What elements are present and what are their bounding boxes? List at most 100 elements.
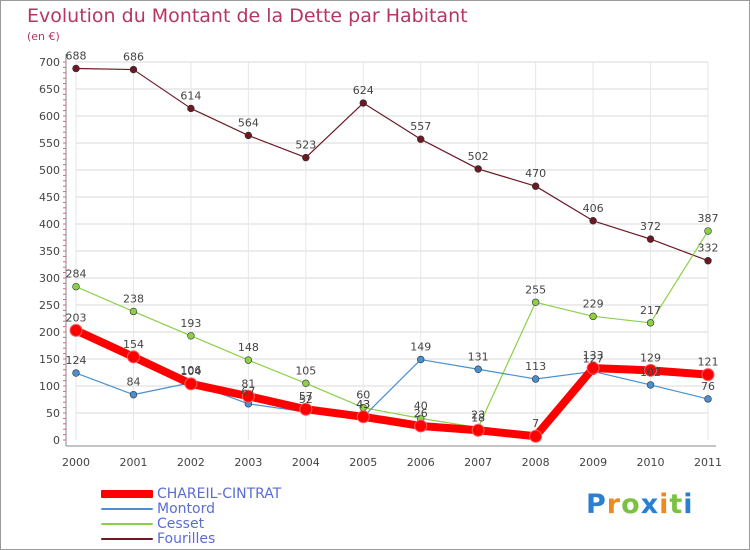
data-label: 129 xyxy=(640,351,661,364)
data-point xyxy=(704,227,712,235)
data-label: 686 xyxy=(123,51,144,64)
data-point xyxy=(531,298,540,306)
data-point xyxy=(646,319,655,327)
logo-letter: P xyxy=(586,489,607,520)
proxiti-logo: Proxiti xyxy=(586,489,694,520)
data-point xyxy=(644,363,658,377)
x-tick-label: 2008 xyxy=(522,456,550,469)
legend-label: Cesset xyxy=(157,516,205,532)
x-tick-label: 2011 xyxy=(694,456,722,469)
data-point xyxy=(417,135,425,143)
data-point xyxy=(244,131,253,140)
data-point xyxy=(474,165,482,173)
y-tick-label: 0 xyxy=(53,434,60,447)
data-label: 131 xyxy=(468,350,489,363)
data-point xyxy=(589,312,597,321)
data-label: 229 xyxy=(583,297,604,310)
data-label: 113 xyxy=(525,360,546,373)
data-point xyxy=(129,390,138,399)
data-label: 133 xyxy=(583,349,604,362)
data-label: 127 xyxy=(583,352,604,365)
y-tick-label: 300 xyxy=(39,272,60,285)
y-tick-label: 700 xyxy=(39,56,60,69)
data-label: 406 xyxy=(583,202,604,215)
x-tick-label: 2001 xyxy=(119,456,147,469)
data-point xyxy=(704,257,712,265)
data-label: 104 xyxy=(180,365,201,378)
legend-label: Fourilles xyxy=(157,531,216,547)
data-point xyxy=(244,356,253,364)
x-tick-label: 2005 xyxy=(349,456,377,469)
data-label: 23 xyxy=(471,409,485,422)
data-label: 121 xyxy=(698,356,719,369)
y-tick-label: 200 xyxy=(39,326,60,339)
data-label: 203 xyxy=(66,311,87,324)
y-tick-label: 500 xyxy=(39,164,60,177)
data-label: 217 xyxy=(640,304,661,317)
legend-item: Cesset xyxy=(101,516,205,532)
data-point xyxy=(72,64,80,73)
data-label: 102 xyxy=(640,366,661,379)
data-point xyxy=(356,410,370,424)
data-point xyxy=(69,323,83,337)
data-point xyxy=(72,369,80,377)
data-label: 43 xyxy=(356,398,370,411)
data-label: 26 xyxy=(414,407,428,420)
data-point xyxy=(414,419,428,433)
data-point xyxy=(646,381,655,389)
logo-letter: x xyxy=(640,489,660,520)
logo-letter: o xyxy=(621,489,641,520)
data-label: 688 xyxy=(66,49,87,62)
legend-item: CHAREIL-CINTRAT xyxy=(101,486,282,502)
y-tick-label: 250 xyxy=(39,299,60,312)
legend-label: CHAREIL-CINTRAT xyxy=(157,486,282,502)
legend-item: Fourilles xyxy=(101,531,216,547)
x-tick-label: 2006 xyxy=(407,456,435,469)
series-line-cesset xyxy=(75,230,709,429)
y-tick-label: 150 xyxy=(39,353,60,366)
data-label: 238 xyxy=(123,292,144,305)
data-label: 105 xyxy=(295,364,316,377)
series-line-montord xyxy=(75,358,709,418)
data-point xyxy=(586,361,600,375)
x-tick-label: 2003 xyxy=(234,456,262,469)
data-point xyxy=(299,402,313,416)
data-label: 40 xyxy=(414,399,428,412)
logo-letter: i xyxy=(683,489,694,520)
data-label: 84 xyxy=(126,376,140,389)
legend-swatch xyxy=(101,508,153,510)
data-point xyxy=(126,350,140,364)
data-point xyxy=(187,332,195,340)
x-tick-label: 2000 xyxy=(62,456,90,469)
data-label: 7 xyxy=(532,417,539,430)
logo-letter: r xyxy=(606,489,622,520)
data-point xyxy=(589,217,597,225)
data-label: 523 xyxy=(295,139,316,152)
data-label: 332 xyxy=(698,242,719,255)
legend-label: Montord xyxy=(157,501,215,517)
data-point xyxy=(417,355,425,364)
data-point xyxy=(646,235,655,243)
data-label: 557 xyxy=(410,120,431,133)
data-label: 57 xyxy=(299,390,313,403)
data-point xyxy=(129,307,138,316)
data-label: 284 xyxy=(66,268,87,281)
data-point xyxy=(187,104,195,113)
legend-swatch xyxy=(101,538,153,540)
data-label: 372 xyxy=(640,220,661,233)
data-point xyxy=(302,153,310,162)
x-tick-label: 2010 xyxy=(637,456,665,469)
chart-unit-label: (en €) xyxy=(27,30,60,43)
y-tick-label: 650 xyxy=(39,83,60,96)
data-label: 193 xyxy=(180,317,201,330)
data-label: 106 xyxy=(180,364,201,377)
data-label: 124 xyxy=(66,354,87,367)
data-label: 67 xyxy=(241,385,255,398)
data-label: 387 xyxy=(698,212,719,225)
data-point xyxy=(474,365,482,373)
x-tick-label: 2002 xyxy=(177,456,205,469)
data-label: 76 xyxy=(701,380,715,393)
y-tick-label: 550 xyxy=(39,137,60,150)
data-point xyxy=(531,182,540,190)
